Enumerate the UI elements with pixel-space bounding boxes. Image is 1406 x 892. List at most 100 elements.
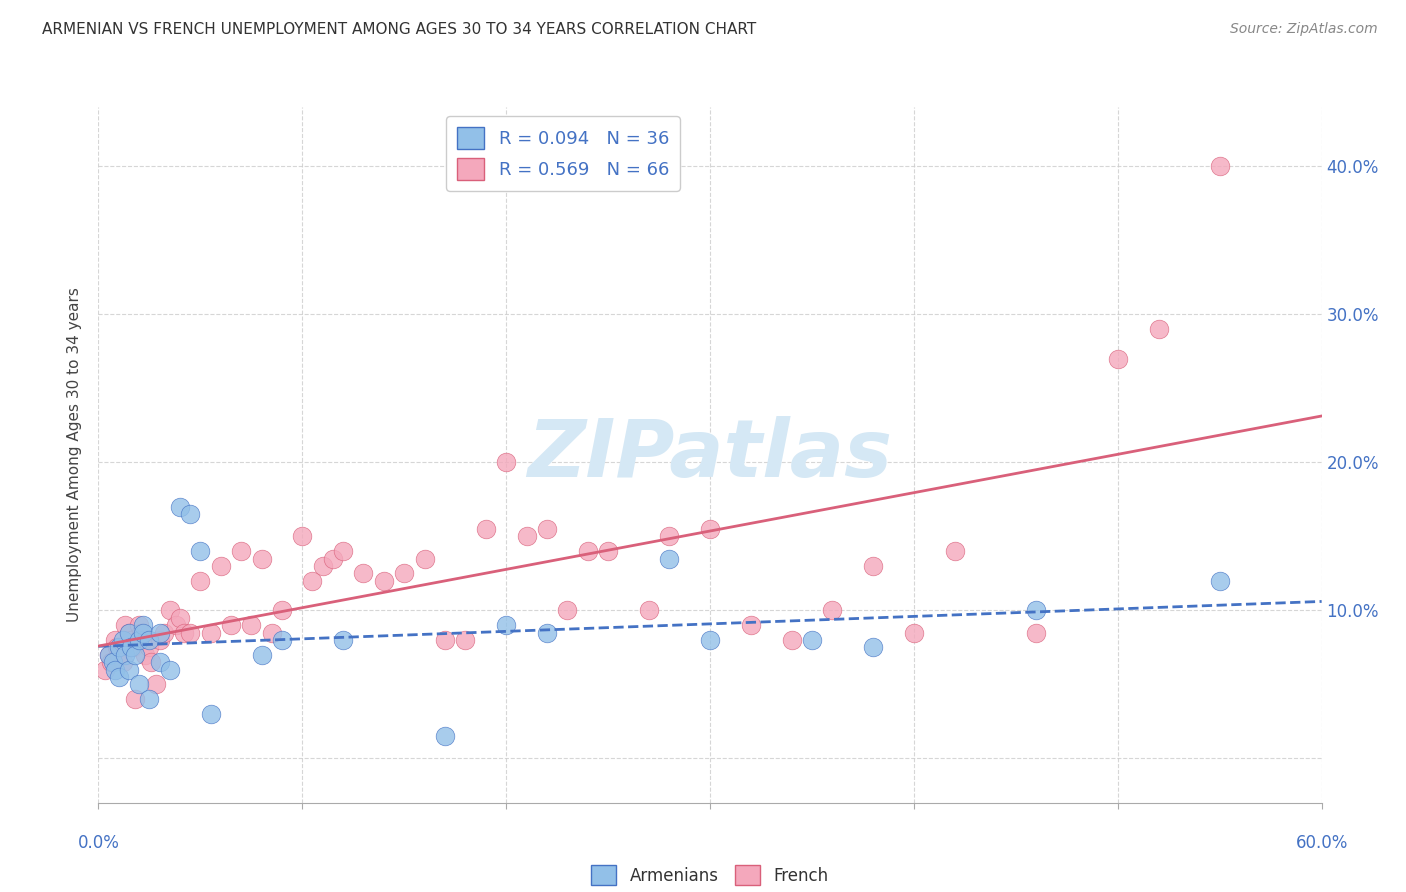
Point	[122, 640, 145, 655]
Point	[638, 603, 661, 617]
Point	[132, 618, 155, 632]
Point	[699, 632, 721, 647]
Point	[114, 648, 136, 662]
Point	[557, 603, 579, 617]
Point	[108, 640, 131, 655]
Point	[392, 566, 416, 581]
Point	[165, 618, 187, 632]
Point	[495, 618, 517, 632]
Point	[658, 529, 681, 543]
Point	[159, 603, 181, 617]
Point	[101, 655, 124, 669]
Point	[699, 522, 721, 536]
Point	[169, 500, 191, 514]
Point	[413, 551, 436, 566]
Point	[111, 655, 134, 669]
Text: ARMENIAN VS FRENCH UNEMPLOYMENT AMONG AGES 30 TO 34 YEARS CORRELATION CHART: ARMENIAN VS FRENCH UNEMPLOYMENT AMONG AG…	[42, 22, 756, 37]
Point	[128, 677, 150, 691]
Point	[188, 544, 212, 558]
Point	[138, 692, 160, 706]
Point	[312, 558, 335, 573]
Point	[108, 670, 131, 684]
Point	[1209, 574, 1232, 588]
Point	[250, 551, 273, 566]
Point	[138, 632, 160, 647]
Text: 60.0%: 60.0%	[1295, 834, 1348, 852]
Point	[291, 529, 314, 543]
Point	[780, 632, 803, 647]
Point	[93, 663, 115, 677]
Point	[301, 574, 323, 588]
Point	[120, 640, 142, 655]
Point	[97, 648, 120, 662]
Point	[118, 625, 141, 640]
Point	[134, 648, 156, 662]
Point	[598, 544, 620, 558]
Point	[270, 632, 294, 647]
Point	[105, 640, 128, 655]
Point	[332, 544, 354, 558]
Point	[1107, 351, 1129, 366]
Point	[173, 625, 195, 640]
Point	[159, 663, 181, 677]
Point	[943, 544, 966, 558]
Point	[322, 551, 344, 566]
Point	[118, 625, 141, 640]
Point	[120, 632, 142, 647]
Point	[118, 663, 141, 677]
Point	[474, 522, 498, 536]
Point	[132, 632, 155, 647]
Point	[200, 625, 222, 640]
Point	[141, 655, 163, 669]
Point	[536, 522, 558, 536]
Point	[454, 632, 477, 647]
Point	[111, 632, 134, 647]
Point	[152, 625, 174, 640]
Point	[495, 455, 517, 469]
Point	[188, 574, 212, 588]
Point	[332, 632, 354, 647]
Point	[862, 640, 884, 655]
Point	[128, 632, 150, 647]
Point	[240, 618, 263, 632]
Point	[1025, 625, 1047, 640]
Legend: Armenians, French: Armenians, French	[585, 858, 835, 892]
Point	[169, 611, 191, 625]
Text: ZIPatlas: ZIPatlas	[527, 416, 893, 494]
Point	[231, 544, 253, 558]
Point	[260, 625, 283, 640]
Point	[658, 551, 681, 566]
Point	[129, 625, 152, 640]
Point	[434, 729, 457, 743]
Point	[219, 618, 242, 632]
Point	[114, 618, 136, 632]
Point	[179, 625, 201, 640]
Point	[536, 625, 558, 640]
Point	[903, 625, 925, 640]
Text: Source: ZipAtlas.com: Source: ZipAtlas.com	[1230, 22, 1378, 37]
Text: 0.0%: 0.0%	[77, 834, 120, 852]
Point	[576, 544, 599, 558]
Point	[128, 618, 150, 632]
Y-axis label: Unemployment Among Ages 30 to 34 years: Unemployment Among Ages 30 to 34 years	[67, 287, 83, 623]
Point	[352, 566, 374, 581]
Point	[97, 648, 120, 662]
Point	[145, 677, 167, 691]
Point	[1209, 159, 1232, 173]
Point	[124, 648, 146, 662]
Point	[132, 625, 155, 640]
Point	[138, 640, 160, 655]
Point	[862, 558, 884, 573]
Point	[200, 706, 222, 721]
Point	[149, 632, 172, 647]
Point	[1147, 322, 1170, 336]
Point	[270, 603, 294, 617]
Point	[250, 648, 273, 662]
Point	[801, 632, 824, 647]
Point	[740, 618, 762, 632]
Point	[516, 529, 538, 543]
Point	[100, 655, 122, 669]
Point	[104, 632, 127, 647]
Point	[149, 625, 172, 640]
Point	[179, 507, 201, 521]
